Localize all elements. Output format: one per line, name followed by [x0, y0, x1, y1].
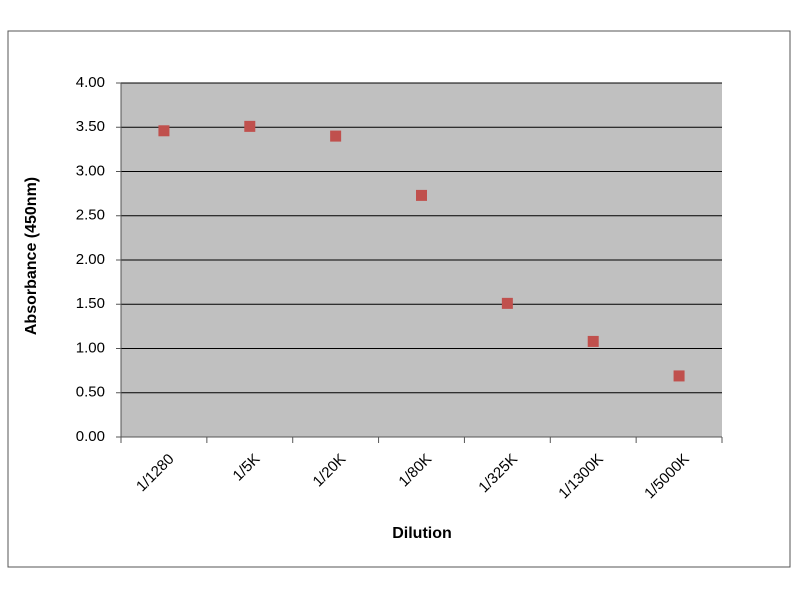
data-point [501, 297, 513, 309]
data-point [673, 370, 685, 382]
data-point [416, 189, 427, 201]
data-point [587, 335, 599, 347]
y-tick-label: 1.50 [76, 295, 105, 312]
y-tick-label: 4.00 [76, 74, 105, 91]
data-point [158, 125, 170, 137]
data-point [244, 120, 256, 132]
data-point [330, 130, 342, 142]
y-tick-label: 3.00 [76, 162, 105, 179]
y-tick-label: 2.00 [76, 251, 105, 268]
y-tick-label: 0.50 [76, 384, 105, 401]
y-tick-label: 1.00 [76, 339, 105, 356]
x-axis-title: Dilution [392, 525, 452, 542]
y-tick-label: 0.00 [76, 428, 105, 445]
y-axis-title: Absorbance (450nm) [23, 177, 40, 335]
y-tick-label: 3.50 [76, 118, 105, 135]
y-tick-label: 2.50 [76, 207, 105, 224]
